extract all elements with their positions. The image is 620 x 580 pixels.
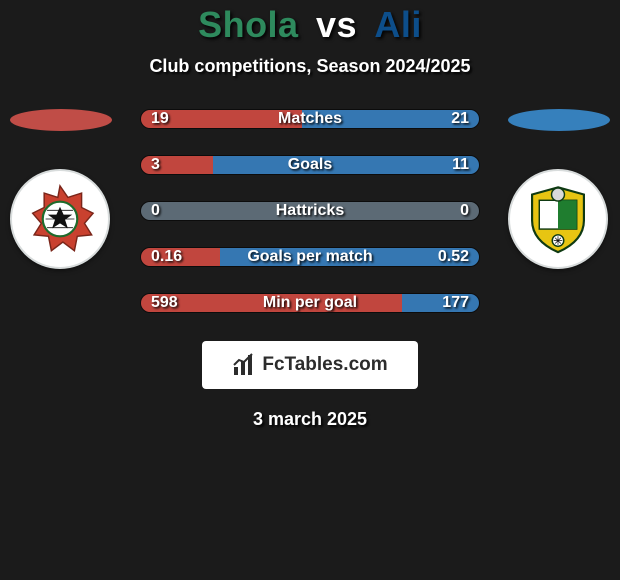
vs-text: vs bbox=[316, 4, 357, 45]
stat-bar-left bbox=[141, 294, 402, 312]
stat-bar-left bbox=[141, 156, 213, 174]
comparison-title: Shola vs Ali bbox=[198, 4, 422, 46]
brand-chart-icon bbox=[232, 353, 256, 377]
date-label: 3 march 2025 bbox=[253, 409, 367, 430]
stat-bar-left bbox=[141, 110, 302, 128]
stat-bar-right bbox=[310, 202, 479, 220]
stat-bar-left bbox=[141, 202, 310, 220]
club-crest-left bbox=[10, 169, 110, 269]
club-crest-right bbox=[508, 169, 608, 269]
stat-row: Hattricks00 bbox=[140, 201, 480, 221]
brand-badge[interactable]: FcTables.com bbox=[202, 341, 418, 389]
club-badge-left bbox=[10, 109, 112, 269]
stat-bar-right bbox=[213, 156, 479, 174]
player1-name: Shola bbox=[198, 4, 299, 45]
stat-row: Min per goal598177 bbox=[140, 293, 480, 313]
stat-bar-left bbox=[141, 248, 220, 266]
player2-marker bbox=[508, 109, 610, 131]
stat-row: Matches1921 bbox=[140, 109, 480, 129]
stat-bars: Matches1921 Goals311 Hattricks00 Goals per … bbox=[140, 109, 480, 313]
subtitle: Club competitions, Season 2024/2025 bbox=[149, 56, 470, 77]
stat-row: Goals per match0.160.52 bbox=[140, 247, 480, 267]
stat-row: Goals311 bbox=[140, 155, 480, 175]
brand-label: FcTables.com bbox=[262, 354, 387, 376]
stats-area: Matches1921 Goals311 Hattricks00 Goals per … bbox=[0, 109, 620, 313]
club-crest-left-icon bbox=[24, 183, 96, 255]
club-badge-right bbox=[508, 109, 610, 269]
stat-bar-right bbox=[302, 110, 479, 128]
player2-name: Ali bbox=[374, 4, 422, 45]
stat-bar-right bbox=[402, 294, 479, 312]
club-crest-right-icon bbox=[522, 183, 594, 255]
stat-bar-right bbox=[220, 248, 479, 266]
player1-marker bbox=[10, 109, 112, 131]
